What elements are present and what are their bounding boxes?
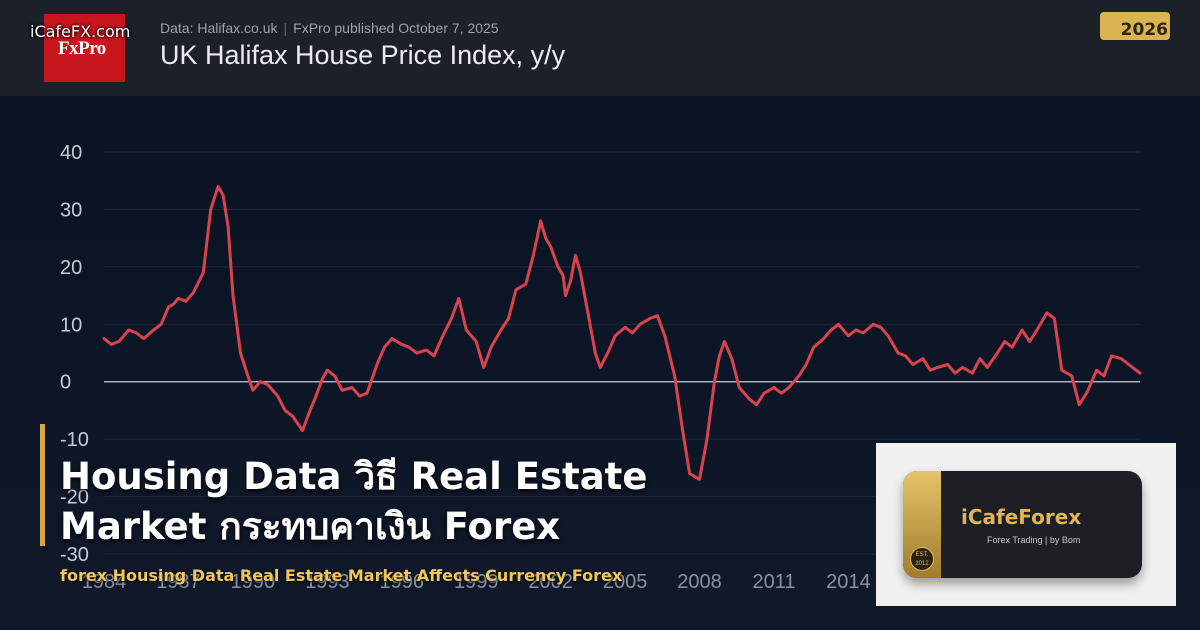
est-seal-icon: EST. 2012 — [910, 547, 934, 571]
chart-header: FxPro iCafeFX.com Data: Halifax.co.uk | Fx… — [0, 0, 1200, 96]
icafeforex-badge: EST. 2012 iCafeForex Forex Trading | by … — [903, 471, 1142, 578]
house-price-chart: 40 30 20 10 0 -10 -20 -30 1984 1987 1990 1993 1996 19… — [0, 96, 1200, 630]
series-line-0 — [102, 185, 1142, 481]
y-tick-label: -30 — [60, 544, 89, 566]
data-source: Data: Halifax.co.uk — [160, 20, 278, 36]
y-tick-label: 30 — [60, 199, 82, 221]
overlay-subtitle: forex Housing Data Real Estate Market Af… — [60, 566, 623, 585]
x-tick-label: 1999 — [454, 571, 499, 593]
chart-source: Data: Halifax.co.uk | FxPro published Octo… — [160, 20, 499, 36]
source-separator: | — [283, 20, 288, 36]
fxpro-logo-text: FxPro — [58, 38, 106, 59]
card-tagline: Forex Trading | by Bom — [987, 535, 1081, 545]
overlay-accent-bar — [40, 424, 45, 546]
x-tick-label: 2014 — [826, 571, 871, 593]
icafefx-watermark: iCafeFX.com — [30, 22, 131, 41]
x-tick-label: 1987 — [156, 571, 201, 593]
y-tick-label: 40 — [60, 142, 82, 164]
overlay-title-line1: Housing Data วิธี Real Estate — [60, 455, 648, 498]
x-tick-label: 2005 — [603, 571, 648, 593]
card-brand-name: iCafeForex — [961, 505, 1082, 529]
y-tick-label: 10 — [60, 314, 82, 336]
overlay-title: Housing Data วิธี Real Estate Market กระ… — [60, 452, 740, 552]
icafeforex-card: EST. 2012 iCafeForex Forex Trading | by … — [876, 443, 1176, 606]
x-tick-label: 1996 — [380, 571, 425, 593]
chart-title: UK Halifax House Price Index, y/y — [160, 40, 566, 70]
x-tick-label: 2008 — [677, 571, 722, 593]
publisher-note: FxPro published October 7, 2025 — [293, 20, 499, 36]
x-tick-label: 1984 — [82, 571, 127, 593]
year-badge: 2026 — [1100, 12, 1170, 40]
y-tick-label: 0 — [60, 372, 71, 394]
x-tick-label: 1993 — [305, 571, 350, 593]
x-tick-label: 2002 — [528, 571, 573, 593]
y-tick-label: 20 — [60, 257, 82, 279]
fxpro-logo: FxPro — [44, 14, 125, 82]
y-tick-label: -10 — [60, 429, 89, 451]
x-tick-label: 2011 — [752, 571, 795, 593]
y-tick-label: -20 — [60, 487, 89, 509]
x-tick-label: 1990 — [231, 571, 276, 593]
overlay-title-line2: Market กระทบคาเงิน Forex — [60, 505, 561, 548]
